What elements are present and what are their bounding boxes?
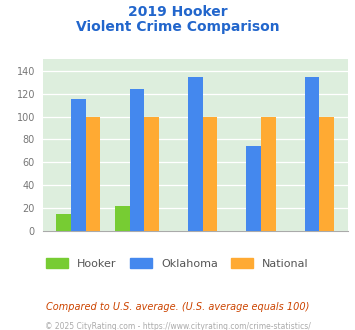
Text: © 2025 CityRating.com - https://www.cityrating.com/crime-statistics/: © 2025 CityRating.com - https://www.city… — [45, 322, 310, 330]
Text: Violent Crime Comparison: Violent Crime Comparison — [76, 20, 279, 34]
Bar — [246, 146, 261, 231]
Legend: Hooker, Oklahoma, National: Hooker, Oklahoma, National — [42, 254, 313, 273]
Bar — [305, 77, 320, 231]
Bar — [56, 214, 71, 231]
Bar — [71, 99, 86, 231]
Bar — [115, 206, 130, 231]
Bar — [86, 116, 100, 231]
Bar — [130, 89, 144, 231]
Text: Compared to U.S. average. (U.S. average equals 100): Compared to U.S. average. (U.S. average … — [46, 302, 309, 312]
Bar — [144, 116, 159, 231]
Bar — [203, 116, 217, 231]
Text: 2019 Hooker: 2019 Hooker — [128, 5, 227, 19]
Bar — [320, 116, 334, 231]
Bar — [261, 116, 275, 231]
Bar — [188, 77, 203, 231]
